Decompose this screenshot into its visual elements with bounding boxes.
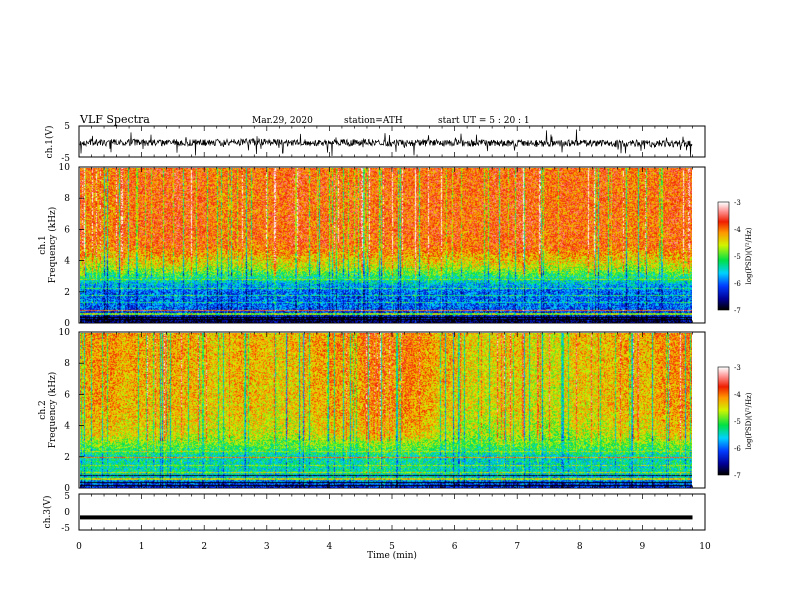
ch1-spectrogram-image xyxy=(80,168,692,323)
ch1-colorbar-label: log(PSD)(V²/Hz) xyxy=(745,227,753,284)
ch1-colorbar-tick-2: -5 xyxy=(734,253,741,261)
ch2-colorbar-label: log(PSD)(V²/Hz) xyxy=(745,392,753,449)
x-tick-label-2: 2 xyxy=(201,542,207,552)
ch1-colorbar: -3 -4 -5 -6 -7 log(PSD)(V²/Hz) xyxy=(717,199,753,315)
ch2-spectrogram-panel: 0 2 4 6 8 10 ch.2 Frequency (kHz) xyxy=(38,328,706,494)
x-tick-label-9: 9 xyxy=(640,542,646,552)
ch2-colorbar-tick-1: -4 xyxy=(734,391,741,399)
x-tick-label-6: 6 xyxy=(452,542,458,552)
ch1-ytick-bottom: -5 xyxy=(61,154,70,164)
ch1-spectrogram-channel-label: ch.1 xyxy=(38,235,48,254)
ch2-spectrogram-ytick-label-4: 4 xyxy=(64,422,70,432)
ch2-spectrogram-ytick-label-2: 2 xyxy=(64,453,70,463)
ch3-ytick-bottom: -5 xyxy=(61,524,70,534)
x-tick-label-4: 4 xyxy=(327,542,333,552)
ch1-ytick-top: 5 xyxy=(64,122,70,132)
date-label: Mar.29, 2020 xyxy=(252,116,313,126)
ch2-colorbar-tick-4: -7 xyxy=(734,472,741,480)
ch1-waveform-line xyxy=(79,129,693,157)
ch3-waveform-ylabel: ch.3(V) xyxy=(42,496,53,529)
ch1-spectrogram-ylabel: Frequency (kHz) xyxy=(47,207,58,284)
x-tick-label-8: 8 xyxy=(577,542,583,552)
ch3-waveform-line xyxy=(80,515,693,520)
ch3-waveform-frame xyxy=(78,493,706,531)
x-tick-label-1: 1 xyxy=(139,542,145,552)
ch1-spectrogram-panel: 0 2 4 6 8 10 ch.1 Frequency (kHz) xyxy=(38,163,706,329)
ch1-spectrogram-ytick-label-10: 10 xyxy=(59,163,71,173)
ch1-colorbar-tick-0: -3 xyxy=(734,199,741,207)
x-tick-label-7: 7 xyxy=(514,542,520,552)
ch1-waveform-ylabel: ch.1(V) xyxy=(44,126,55,159)
start-time-label: start UT = 5 : 20 : 1 xyxy=(438,116,530,126)
time-axis-ticks xyxy=(78,126,706,530)
ch3-ytick-middle: 0 xyxy=(64,508,70,518)
ch2-colorbar-tick-0: -3 xyxy=(734,364,741,372)
x-tick-label-3: 3 xyxy=(264,542,270,552)
x-tick-label-0: 0 xyxy=(76,542,82,552)
ch1-spectrogram-ytick-label-6: 6 xyxy=(64,225,70,235)
ch1-colorbar-tick-1: -4 xyxy=(734,226,741,234)
time-axis-labels: 0 1 2 3 4 5 6 7 8 9 10 xyxy=(76,542,711,552)
ch2-spectrogram-image xyxy=(80,333,692,488)
ch1-colorbar-gradient xyxy=(718,202,729,310)
ch2-spectrogram-channel-label: ch.2 xyxy=(38,400,48,419)
ch2-spectrogram-ytick-label-10: 10 xyxy=(59,328,71,338)
ch1-spectrogram-ytick-label-8: 8 xyxy=(64,194,70,204)
station-label: station=ATH xyxy=(344,116,403,126)
ch1-spectrogram-ytick-label-0: 0 xyxy=(64,319,70,329)
ch2-colorbar-tick-2: -5 xyxy=(734,418,741,426)
ch1-spectrogram-ytick-label-2: 2 xyxy=(64,288,70,298)
ch3-ytick-top: 5 xyxy=(64,492,70,502)
ch3-waveform-panel: 5 0 -5 ch.3(V) xyxy=(42,492,706,534)
ch1-spectrogram-ytick-label-4: 4 xyxy=(64,257,70,267)
ch1-colorbar-tick-3: -6 xyxy=(734,280,741,288)
ch2-spectrogram-ytick-label-0: 0 xyxy=(64,484,70,494)
x-axis-label: Time (min) xyxy=(367,550,417,561)
ch2-colorbar: -3 -4 -5 -6 -7 log(PSD)(V²/Hz) xyxy=(717,364,753,480)
figure-title: VLF Spectra xyxy=(79,113,150,126)
ch2-spectrogram-ytick-label-8: 8 xyxy=(64,359,70,369)
ch1-colorbar-tick-4: -7 xyxy=(734,307,741,315)
ch2-spectrogram-ytick-label-6: 6 xyxy=(64,390,70,400)
x-tick-label-5: 5 xyxy=(389,542,395,552)
ch2-colorbar-tick-3: -6 xyxy=(734,445,741,453)
ch2-colorbar-gradient xyxy=(718,367,729,475)
ch1-waveform-panel: 5 -5 ch.1(V) xyxy=(44,122,706,164)
ch2-spectrogram-ylabel: Frequency (kHz) xyxy=(47,372,58,449)
x-tick-label-10: 10 xyxy=(699,542,711,552)
